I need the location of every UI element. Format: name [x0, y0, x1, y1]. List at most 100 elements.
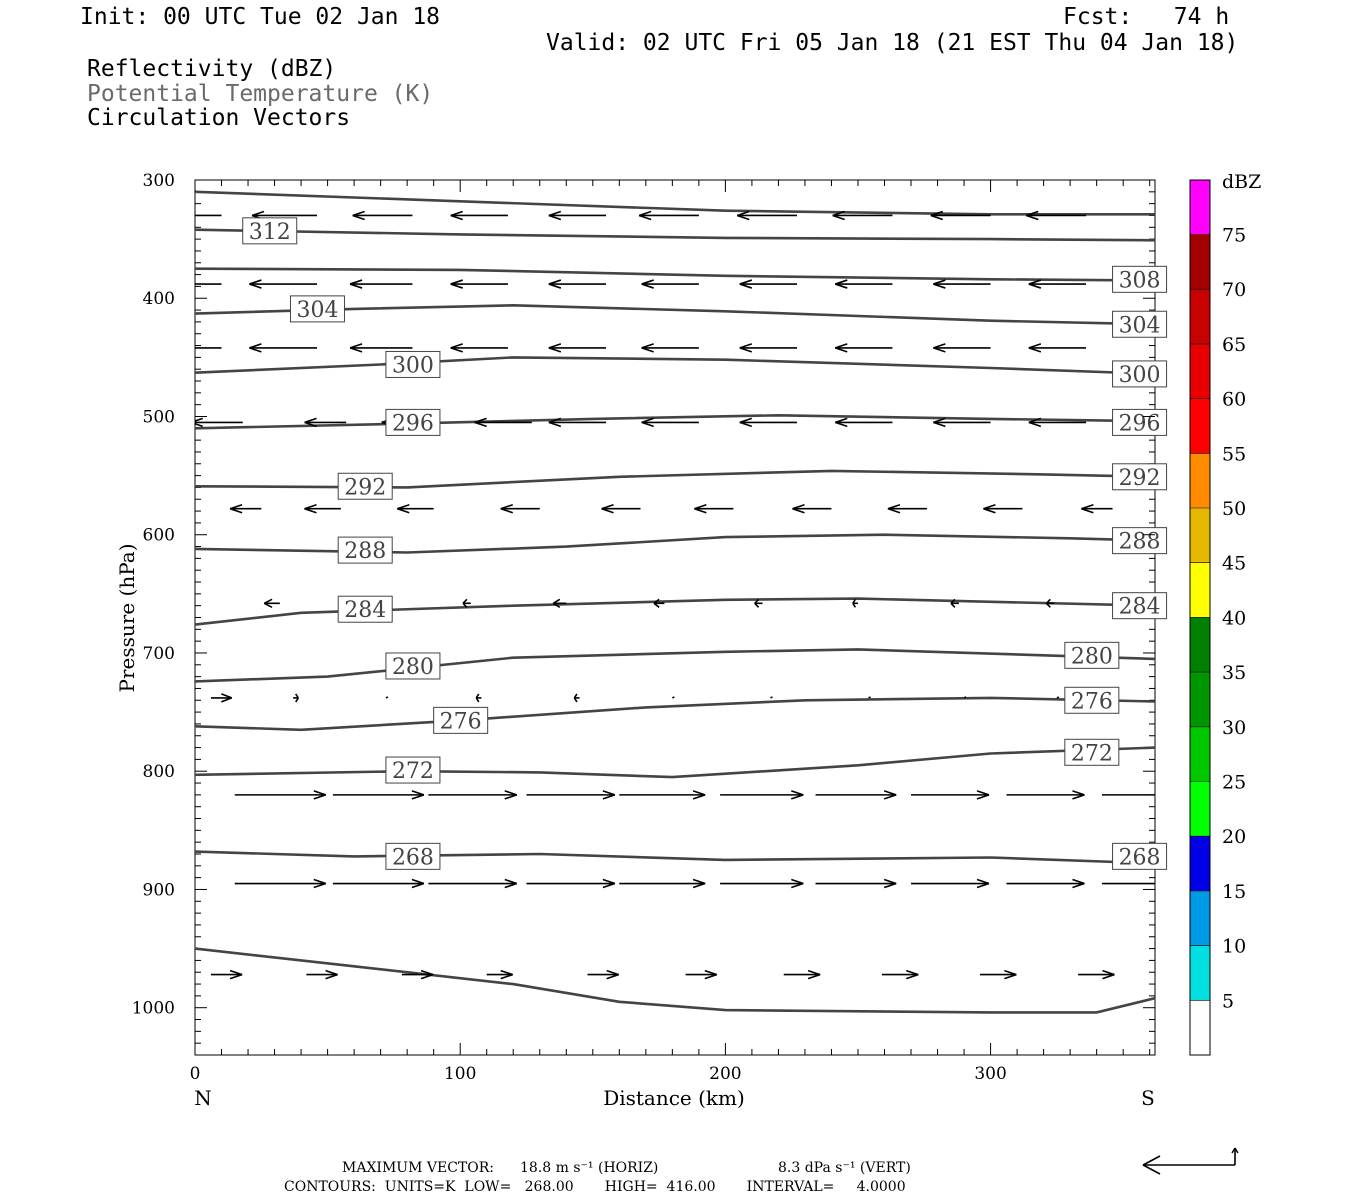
colorbar-label: 10 — [1222, 936, 1246, 958]
contour-lines — [195, 190, 1155, 1014]
vector-head — [325, 973, 338, 980]
contour-label-box — [433, 706, 489, 734]
contour-label-box — [385, 408, 441, 436]
vector-head — [606, 973, 619, 980]
contour-label: 284 — [344, 598, 386, 623]
vector-arrow — [332, 878, 425, 889]
vector-head — [704, 973, 718, 980]
y-tick-label: 500 — [143, 407, 175, 427]
vector-head — [602, 878, 616, 885]
vector-head — [641, 347, 654, 353]
vector-head — [295, 693, 299, 699]
vector-head — [548, 347, 562, 353]
vector-head — [1045, 602, 1051, 608]
vector-head — [352, 214, 365, 221]
vector-arrow — [293, 693, 299, 703]
vector-head — [1081, 507, 1094, 514]
vector-head — [462, 602, 468, 608]
vector-head — [835, 343, 848, 349]
vector-head — [474, 421, 487, 428]
colorbar-swatch — [1190, 890, 1210, 946]
vector-head — [1025, 210, 1039, 217]
vector-head — [229, 503, 243, 510]
vector-arrow — [1081, 503, 1113, 514]
vector-head — [976, 790, 990, 796]
contour-label-box — [337, 595, 393, 623]
contour-label: 300 — [392, 353, 434, 378]
vector-head — [1072, 878, 1085, 885]
vector-head — [933, 279, 946, 285]
contour-label: 280 — [392, 655, 434, 680]
contour-label: 268 — [1119, 845, 1161, 870]
vector-head — [304, 503, 317, 510]
vector-head — [450, 210, 463, 217]
vector-head — [548, 421, 562, 428]
vector-head — [983, 503, 996, 510]
vector-arrow — [548, 210, 607, 221]
vector-head — [694, 507, 707, 514]
vector-head — [229, 973, 243, 980]
colorbar-swatch — [1190, 672, 1210, 727]
vector-head — [933, 283, 946, 289]
vector-head — [1004, 969, 1017, 976]
vector-head — [1028, 347, 1042, 353]
colorbar-swatch — [1190, 562, 1210, 618]
vector-arrow — [770, 696, 773, 699]
vector-arrow — [619, 878, 706, 889]
vector-head — [791, 882, 804, 889]
theta-contour — [195, 746, 1155, 779]
vector-head — [221, 697, 232, 703]
theta-contour — [195, 228, 1155, 242]
vector-arrow — [475, 693, 482, 703]
vector-head — [504, 882, 518, 889]
valid-time: Valid: 02 UTC Fri 05 Jan 18 (21 EST Thu … — [546, 30, 1239, 56]
vector-head — [195, 417, 203, 422]
x-tick-label: 300 — [974, 1064, 1006, 1084]
x-tick-label: 100 — [444, 1064, 476, 1084]
vector-arrow — [304, 503, 341, 514]
contour-label: 276 — [440, 709, 482, 734]
circulation-vectors — [149, 210, 1155, 980]
vector-arrow — [933, 343, 991, 353]
vector-head — [313, 878, 327, 885]
vector-arrow — [783, 969, 821, 980]
vector-head — [792, 503, 805, 510]
vector-arrow — [1101, 794, 1155, 796]
vector-head — [304, 507, 317, 514]
vector-arrow — [835, 417, 893, 428]
theta-contour — [195, 533, 1155, 554]
vector-head — [739, 343, 753, 349]
vector-head — [1081, 503, 1094, 510]
vector-arrow — [754, 598, 763, 608]
vector-arrow — [887, 503, 927, 514]
vector-head — [832, 210, 845, 217]
vector-arrow — [641, 417, 699, 428]
vector-head — [251, 210, 265, 217]
vector-head — [641, 283, 654, 289]
vector-head — [835, 279, 848, 285]
vector-arrow — [950, 598, 959, 608]
colorbar-swatch — [1190, 945, 1210, 1001]
vector-head — [462, 598, 468, 604]
field-circulation-vectors: Circulation Vectors — [87, 105, 351, 131]
vector-head — [504, 794, 518, 800]
contour-label: 292 — [1119, 466, 1161, 491]
theta-contour — [195, 267, 1155, 282]
contour-label-box — [1112, 527, 1168, 555]
vector-head — [450, 279, 463, 285]
vector-head — [653, 598, 660, 604]
vector-head — [450, 343, 463, 349]
max-vector-horiz: 18.8 m s⁻¹ (HORIZ) — [520, 1160, 658, 1176]
vector-arrow — [195, 417, 243, 428]
vector-head — [411, 790, 425, 796]
vector-head — [313, 794, 327, 800]
vector-head — [552, 602, 561, 608]
contour-label-box — [1064, 686, 1120, 714]
vector-arrow — [306, 969, 338, 980]
contour-label-box — [385, 756, 441, 784]
contour-label: 304 — [1119, 313, 1161, 338]
colorbar-label: 20 — [1222, 826, 1246, 848]
vector-head — [500, 973, 513, 980]
vector-head — [149, 215, 161, 219]
